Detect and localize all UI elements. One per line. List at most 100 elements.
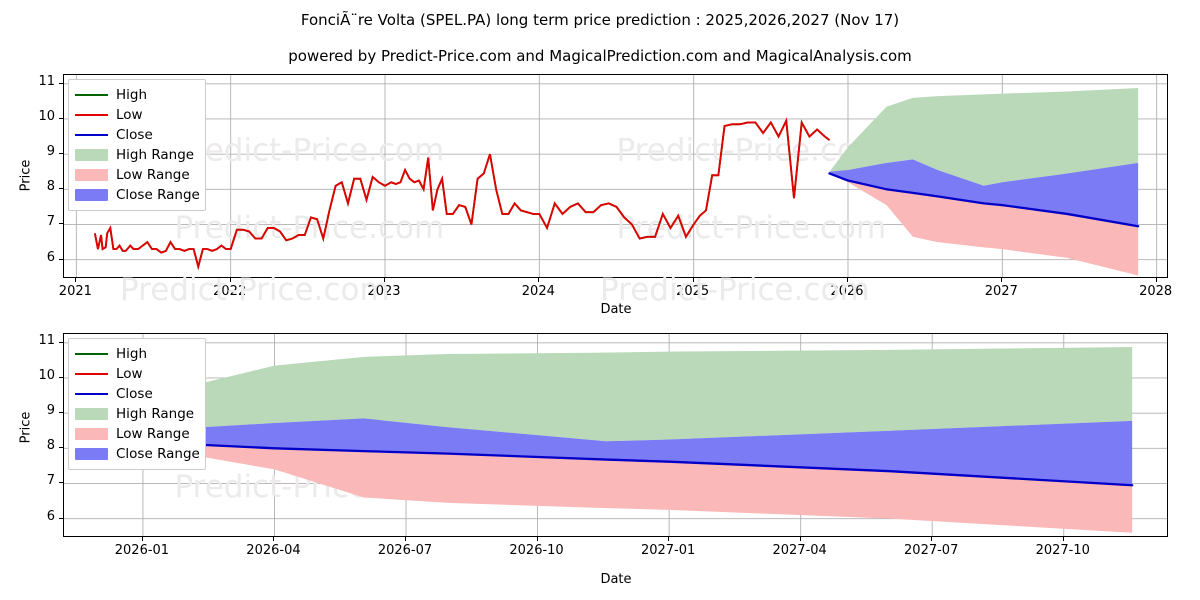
- bottom-x-tick-label: 2027-01: [640, 543, 696, 558]
- top-y-tick-mark: [59, 188, 63, 190]
- bottom-x-tick-mark: [1062, 537, 1064, 541]
- top-x-tick-label: 2027: [984, 284, 1018, 299]
- top-legend-line-swatch: [75, 134, 108, 136]
- bottom-legend-item-close-range: Close Range: [75, 444, 200, 464]
- bottom-y-tick-mark: [59, 376, 63, 378]
- bottom-x-tick-mark: [536, 537, 538, 541]
- bottom-legend-label: Low: [116, 366, 143, 382]
- top-close-forecast-line: [828, 172, 1140, 228]
- top-y-tick-mark: [59, 258, 63, 260]
- top-history-low-line: [93, 117, 831, 271]
- top-y-tick-label: 11: [38, 73, 55, 89]
- bottom-legend-label: High: [116, 346, 148, 362]
- top-chart-svg: Predict-Price.com Predict-Price.com Predic…: [64, 75, 1167, 277]
- bottom-x-tick-label: 2026-04: [246, 543, 301, 558]
- top-legend-item-close: Close: [75, 125, 198, 145]
- bottom-x-tick-label: 2026-07: [377, 543, 433, 558]
- top-x-tick-label: 2024: [521, 284, 555, 299]
- top-legend-label: Low: [116, 107, 143, 123]
- bottom-y-tick-mark: [59, 412, 63, 414]
- bottom-x-tick-mark: [273, 537, 275, 541]
- bottom-y-tick-label: 6: [46, 508, 55, 524]
- top-high-range-band: [829, 88, 1139, 186]
- bottom-x-tick-mark: [668, 537, 670, 541]
- top-x-tick-mark: [1001, 278, 1003, 282]
- top-x-tick-mark: [229, 278, 231, 282]
- bottom-y-tick-mark: [59, 517, 63, 519]
- bottom-y-tick-label: 9: [46, 403, 55, 419]
- bottom-legend-line-swatch: [75, 373, 108, 375]
- bottom-x-tick-mark: [799, 537, 801, 541]
- top-legend-item-low: Low: [75, 105, 198, 125]
- top-panel: Price Date Predict-Price.com Predict-Pric…: [19, 73, 1173, 317]
- bottom-legend-label: Low Range: [116, 426, 190, 442]
- bottom-x-tick-mark: [931, 537, 933, 541]
- top-y-tick-label: 8: [46, 179, 55, 195]
- bottom-panel: Price Date Predict-Price.comPredict-Pric…: [0, 320, 1200, 600]
- bottom-y-tick-label: 7: [46, 473, 55, 489]
- top-x-tick-mark: [75, 278, 77, 282]
- bottom-y-tick-label: 11: [38, 332, 55, 348]
- bottom-y-tick-mark: [59, 482, 63, 484]
- bottom-legend: High Low Close High Range Low Range Close Ran…: [68, 338, 206, 470]
- bottom-y-tick-label: 10: [38, 367, 55, 383]
- top-watermark: Predict-Price.com: [617, 210, 887, 246]
- bottom-legend-item-high: High: [75, 344, 198, 364]
- bottom-close-range-band: [85, 418, 1133, 486]
- top-x-tick-label: 2025: [676, 284, 710, 299]
- bottom-x-tick-label: 2026-01: [114, 543, 170, 558]
- bottom-low-range-band: [85, 439, 1133, 533]
- bottom-y-tick-mark: [59, 341, 63, 343]
- bottom-legend-item-high-range: High Range: [75, 404, 198, 424]
- top-y-tick-label: 7: [46, 214, 55, 230]
- bottom-x-tick-label: 2027-10: [1035, 543, 1090, 558]
- bottom-x-tick-mark: [405, 537, 407, 541]
- top-legend: High Low Close High Range Low Range Close Ran…: [68, 79, 206, 211]
- top-legend-label: Close Range: [116, 187, 200, 203]
- top-x-tick-mark: [384, 278, 385, 282]
- bottom-legend-line-swatch: [75, 353, 108, 355]
- top-plot-area: Predict-Price.com Predict-Price.com Predic…: [63, 74, 1168, 278]
- bottom-legend-patch-swatch: [75, 408, 108, 420]
- top-x-tick-label: 2023: [367, 284, 401, 299]
- bottom-x-tick-label: 2027-04: [772, 543, 827, 558]
- top-legend-label: Low Range: [116, 167, 190, 183]
- top-y-tick-label: 9: [46, 144, 55, 160]
- bottom-legend-label: Close: [116, 386, 153, 402]
- bottom-y-tick-label: 8: [46, 438, 55, 454]
- top-legend-patch-swatch: [75, 169, 108, 181]
- top-x-tick-mark: [1155, 278, 1157, 282]
- top-x-tick-label: 2021: [58, 284, 92, 299]
- bottom-legend-label: High Range: [116, 406, 195, 422]
- top-x-tick-label: 2028: [1139, 284, 1173, 299]
- bottom-legend-label: Close Range: [116, 446, 200, 462]
- top-legend-patch-swatch: [75, 149, 108, 161]
- bottom-legend-patch-swatch: [75, 448, 108, 460]
- top-legend-item-high-range: High Range: [75, 145, 198, 165]
- top-legend-item-high: High: [75, 85, 198, 105]
- top-legend-patch-swatch: [75, 189, 108, 201]
- top-y-tick-label: 6: [46, 249, 55, 265]
- bottom-high-range-band: [85, 347, 1133, 442]
- top-legend-label: Close: [116, 127, 153, 143]
- top-x-axis-label: Date: [600, 302, 632, 317]
- top-x-tick-mark: [692, 278, 694, 282]
- bottom-legend-line-swatch: [75, 393, 108, 395]
- top-legend-label: High Range: [116, 147, 195, 163]
- top-legend-item-close-range: Close Range: [75, 185, 200, 205]
- top-watermark: Predict-Price.com: [175, 210, 445, 246]
- bottom-y-tick-mark: [59, 447, 63, 449]
- top-watermark: Predict-Price.com: [175, 133, 445, 169]
- bottom-plot-area: Predict-Price.comPredict-Price.comPredic…: [63, 333, 1168, 537]
- top-x-tick-label: 2022: [213, 284, 247, 299]
- top-y-tick-label: 10: [38, 108, 55, 124]
- bottom-x-axis-label: Date: [600, 572, 632, 587]
- bottom-x-tick-label: 2027-07: [904, 543, 959, 558]
- bottom-x-tick-mark: [141, 537, 143, 541]
- chart-title: FonciÃ¨re Volta (SPEL.PA) long term pric…: [300, 11, 900, 29]
- top-y-tick-mark: [59, 117, 63, 119]
- top-legend-line-swatch: [75, 94, 108, 96]
- top-y-tick-mark: [59, 223, 63, 225]
- top-x-tick-label: 2026: [830, 284, 864, 299]
